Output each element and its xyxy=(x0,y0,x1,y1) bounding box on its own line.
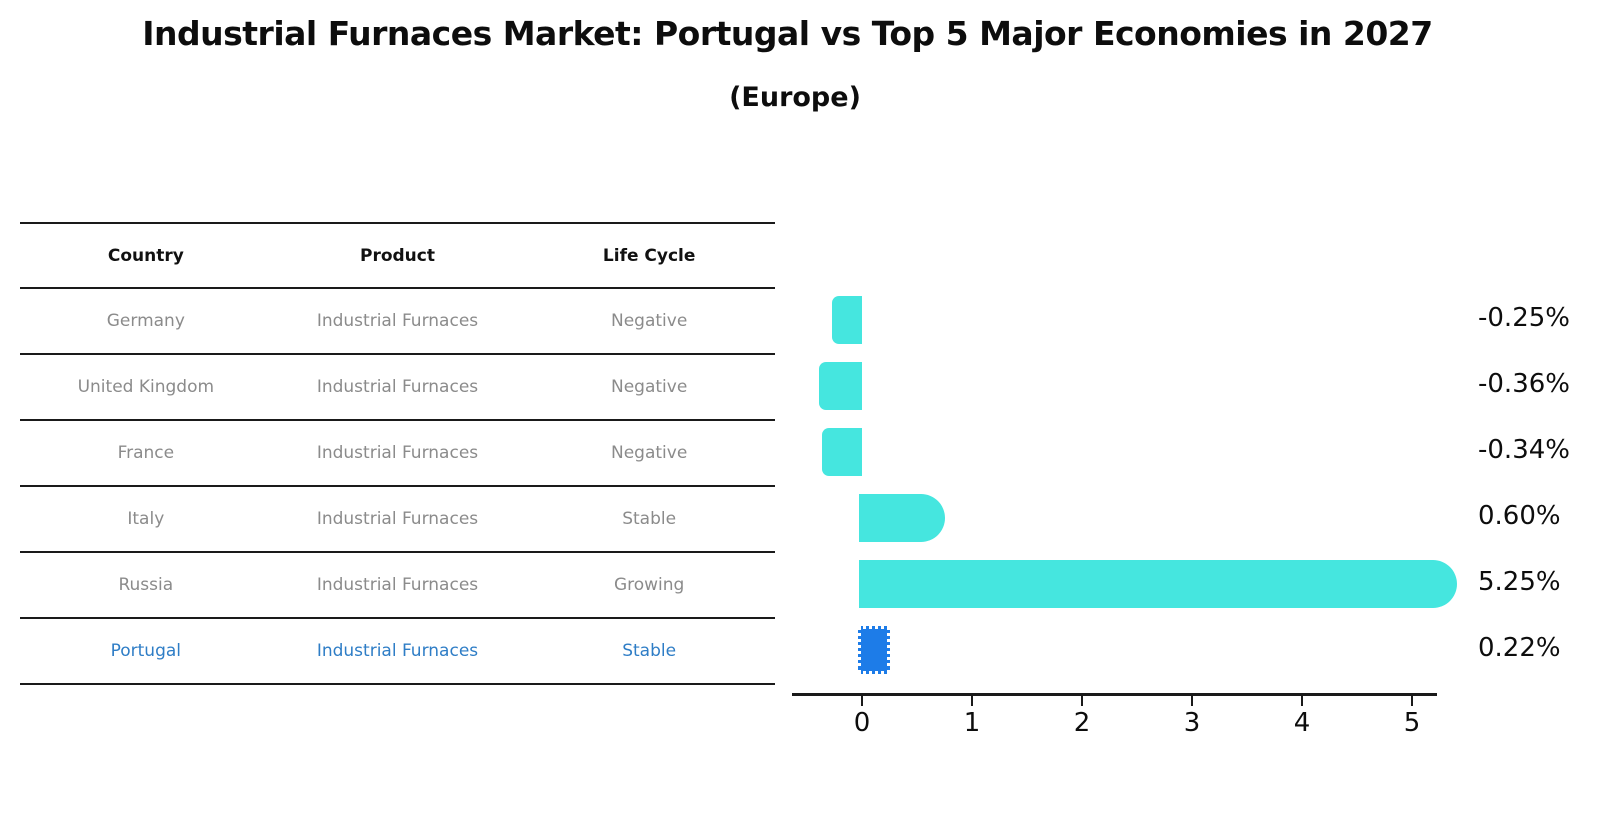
cell-product: Industrial Furnaces xyxy=(316,509,479,529)
bar-russia xyxy=(859,560,1457,608)
x-tick-3 xyxy=(1191,696,1193,706)
cell-country: Portugal xyxy=(110,641,182,661)
value-label-france: -0.34% xyxy=(1478,435,1570,465)
table-row-france: France Industrial Furnaces Negative xyxy=(20,420,775,486)
table-row-italy: Italy Industrial Furnaces Stable xyxy=(20,486,775,552)
cell-country: United Kingdom xyxy=(77,377,215,397)
value-label-germany: -0.25% xyxy=(1478,303,1570,333)
x-tick-2 xyxy=(1081,696,1083,706)
country-info-table: Country Product Life Cycle Germany Indust… xyxy=(20,222,775,685)
x-tick-label-4: 4 xyxy=(1293,708,1311,738)
cell-lifecycle: Negative xyxy=(611,311,688,331)
chart-subtitle: (Europe) xyxy=(729,82,861,113)
value-label-united-kingdom: -0.36% xyxy=(1478,369,1570,399)
cell-lifecycle: Growing xyxy=(613,575,685,595)
value-label-russia: 5.25% xyxy=(1478,567,1561,597)
cell-lifecycle: Stable xyxy=(622,509,677,529)
x-tick-label-5: 5 xyxy=(1403,708,1421,738)
table-row-portugal: Portugal Industrial Furnaces Stable xyxy=(20,618,775,684)
value-label-portugal: 0.22% xyxy=(1478,633,1561,663)
table-header-row: Country Product Life Cycle xyxy=(20,223,775,288)
bar-united-kingdom xyxy=(819,362,862,410)
x-tick-label-2: 2 xyxy=(1073,708,1091,738)
x-tick-label-3: 3 xyxy=(1183,708,1201,738)
column-header-product: Product xyxy=(359,245,435,266)
bar-italy xyxy=(859,494,945,542)
table-row-russia: Russia Industrial Furnaces Growing xyxy=(20,552,775,618)
chart-title: Industrial Furnaces Market: Portugal vs … xyxy=(142,14,1433,53)
bar-portugal xyxy=(858,626,891,674)
cell-country: Germany xyxy=(106,311,185,331)
cell-product: Industrial Furnaces xyxy=(316,641,479,661)
x-tick-label-0: 0 xyxy=(853,708,871,738)
cell-country: Italy xyxy=(127,509,165,529)
column-header-country: Country xyxy=(107,245,184,266)
table-row-united-kingdom: United Kingdom Industrial Furnaces Negativ… xyxy=(20,354,775,420)
bar-france xyxy=(821,428,862,476)
cell-country: France xyxy=(117,443,175,463)
table-row-germany: Germany Industrial Furnaces Negative xyxy=(20,288,775,354)
x-tick-5 xyxy=(1411,696,1413,706)
cell-product: Industrial Furnaces xyxy=(316,311,479,331)
x-tick-0 xyxy=(861,696,863,706)
cell-product: Industrial Furnaces xyxy=(316,443,479,463)
cell-lifecycle: Negative xyxy=(611,443,688,463)
table-head: Country Product Life Cycle xyxy=(20,223,775,288)
cell-country: Russia xyxy=(118,575,174,595)
table-body: Germany Industrial Furnaces Negative United… xyxy=(20,288,775,684)
x-tick-label-1: 1 xyxy=(963,708,981,738)
cell-lifecycle: Stable xyxy=(622,641,677,661)
cell-product: Industrial Furnaces xyxy=(316,377,479,397)
value-label-italy: 0.60% xyxy=(1478,501,1561,531)
x-axis-line xyxy=(792,693,1437,696)
bar-germany xyxy=(831,296,862,344)
cell-lifecycle: Negative xyxy=(611,377,688,397)
x-tick-4 xyxy=(1301,696,1303,706)
x-tick-1 xyxy=(971,696,973,706)
cell-product: Industrial Furnaces xyxy=(316,575,479,595)
column-header-lifecycle: Life Cycle xyxy=(602,245,696,266)
